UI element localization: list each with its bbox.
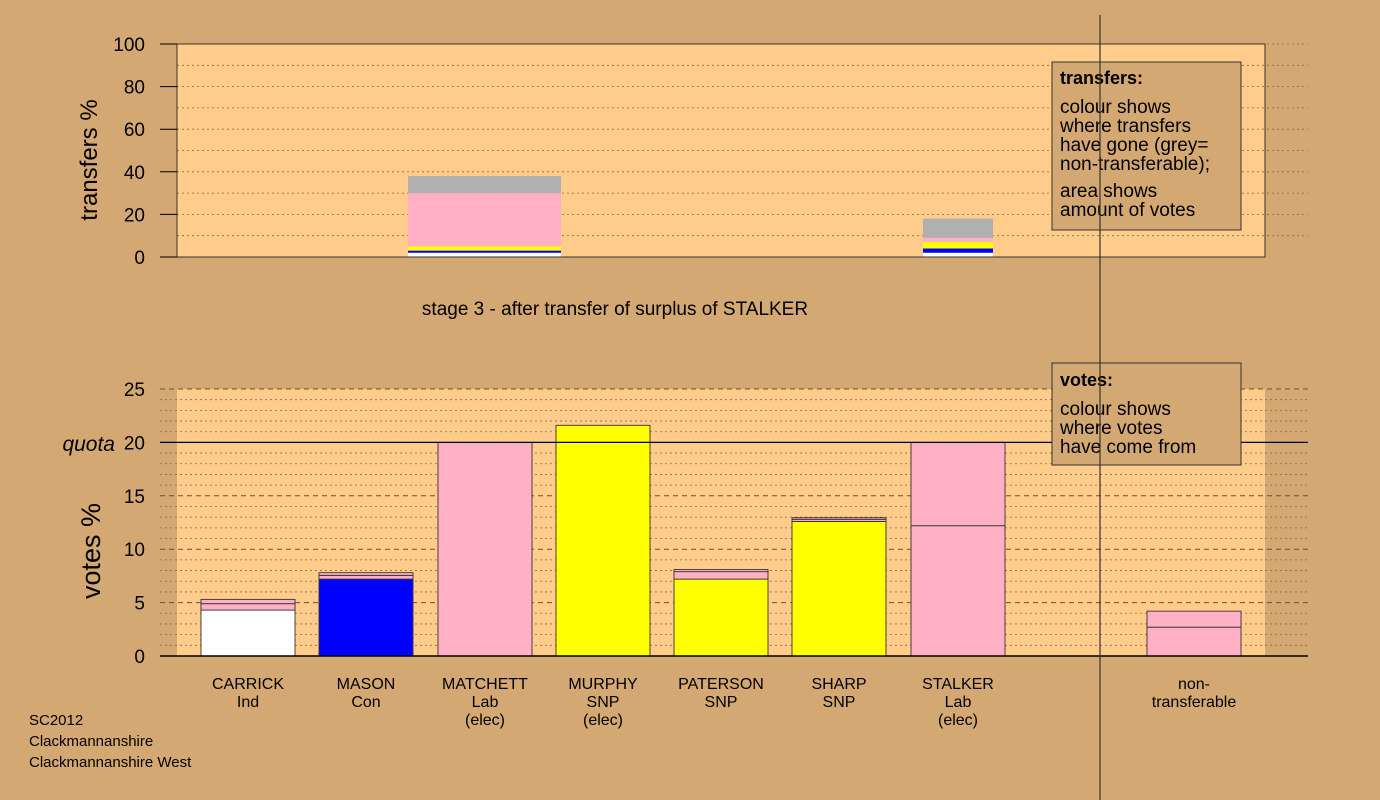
votes-bars — [200, 424, 1242, 657]
votes-legend-line: have come from — [1060, 437, 1196, 458]
transfers-legend: transfers: colour shows where transfers … — [1051, 61, 1242, 231]
transfer-bar-segment — [923, 218, 993, 238]
candidate-name: PATERSON — [678, 676, 764, 693]
votes-tick-label: 0 — [134, 647, 145, 668]
candidate-elected: (elec) — [938, 712, 978, 729]
votes-legend: votes: colour shows where votes have com… — [1051, 362, 1242, 466]
quota-label: quota — [62, 433, 115, 456]
votes-tick-label: 15 — [124, 487, 145, 508]
votes-legend-line: colour shows — [1060, 399, 1171, 420]
vote-bar-segment — [673, 578, 769, 657]
vote-bar-segment — [318, 574, 414, 580]
candidate-labels: CARRICK Ind MASON Con MATCHETT Lab (elec… — [212, 676, 1236, 729]
candidate-party: Lab — [472, 694, 499, 711]
votes-tick-label: 25 — [124, 380, 145, 401]
transfers-tick-label: 100 — [113, 35, 145, 56]
transfer-bar-segment — [408, 246, 561, 251]
transfer-bar-segment — [923, 242, 993, 249]
transfers-tick-label: 40 — [124, 163, 145, 184]
vote-bar-segment — [200, 598, 296, 605]
vote-bar-segment — [673, 569, 769, 573]
vote-bar-segment — [910, 441, 1006, 527]
candidate-name: MASON — [337, 676, 396, 693]
vote-bar-segment — [1146, 610, 1242, 628]
candidate-name: SHARP — [811, 676, 866, 693]
transfers-tick-label: 0 — [134, 248, 145, 269]
transfer-bar-segment — [923, 252, 993, 257]
candidate-name: CARRICK — [212, 676, 284, 693]
candidate-party: SNP — [705, 694, 738, 711]
transfer-bar-segment — [408, 250, 561, 253]
vote-bar-segment — [791, 520, 887, 657]
candidate-party: Con — [351, 694, 380, 711]
footer-ward: Clackmannanshire West — [29, 754, 192, 771]
footer-council: Clackmannanshire — [29, 733, 153, 750]
candidate-elected: (elec) — [465, 712, 505, 729]
vote-bar-segment — [437, 441, 533, 657]
vote-bar-segment — [200, 609, 296, 657]
votes-tick-label: 10 — [124, 540, 145, 561]
transfers-legend-line: have gone (grey= — [1060, 135, 1208, 156]
vote-bar-segment — [910, 525, 1006, 657]
transfers-legend-line: non-transferable); — [1060, 154, 1210, 175]
votes-y-ticks: 0 5 10 15 20 25 — [124, 380, 145, 668]
non-transferable-label: non- — [1178, 676, 1210, 693]
transfer-bar-segment — [408, 193, 561, 247]
candidate-party: SNP — [587, 694, 620, 711]
candidate-name: MURPHY — [568, 676, 638, 693]
vote-bar-segment — [200, 603, 296, 611]
votes-panel: 0 5 10 15 20 25 quota votes % votes: colour s… — [62, 362, 1308, 668]
vote-bar-segment — [318, 578, 414, 657]
transfer-bar-segment — [408, 176, 561, 194]
transfers-legend-title: transfers: — [1060, 68, 1143, 88]
stage-caption: stage 3 - after transfer of surplus of S… — [422, 299, 808, 320]
vote-bar-segment — [1146, 626, 1242, 657]
footer-election: SC2012 — [29, 712, 83, 729]
transfers-tick-label: 80 — [124, 78, 145, 99]
transfer-bar-segment — [923, 237, 993, 243]
votes-tick-label: 5 — [134, 594, 145, 615]
votes-tick-label: 20 — [124, 433, 145, 454]
transfers-bars — [408, 176, 993, 257]
vote-bar-segment — [673, 571, 769, 580]
non-transferable-label: transferable — [1152, 694, 1237, 711]
candidate-party: Lab — [945, 694, 972, 711]
transfers-legend-box — [1051, 61, 1242, 231]
votes-legend-title: votes: — [1060, 370, 1113, 390]
transfers-legend-line: amount of votes — [1060, 200, 1195, 221]
candidate-elected: (elec) — [583, 712, 623, 729]
transfers-tick-label: 20 — [124, 205, 145, 226]
transfers-panel: 0 20 40 60 80 100 transfers % transfers: colo… — [76, 35, 1308, 269]
candidate-party: SNP — [823, 694, 856, 711]
transfers-tick-label: 60 — [124, 120, 145, 141]
transfers-legend-line: area shows — [1060, 181, 1157, 202]
transfers-legend-line: where transfers — [1059, 116, 1191, 137]
transfers-legend-line: colour shows — [1060, 97, 1171, 118]
transfers-y-axis-label: transfers % — [76, 99, 103, 220]
transfers-plot-frame — [176, 43, 1266, 258]
candidate-name: STALKER — [922, 676, 994, 693]
votes-legend-box — [1051, 362, 1242, 466]
vote-bar-segment — [791, 517, 887, 520]
vote-bar-segment — [318, 572, 414, 576]
votes-y-axis-label: votes % — [76, 503, 106, 599]
candidate-name: MATCHETT — [442, 676, 528, 693]
transfer-bar-segment — [408, 252, 561, 257]
votes-legend-line: where votes — [1059, 418, 1162, 439]
candidate-party: Ind — [237, 694, 259, 711]
footer-info: SC2012 Clackmannanshire Clackmannanshire… — [29, 712, 192, 771]
transfer-bar-segment — [923, 248, 993, 253]
vote-bar-segment — [555, 424, 651, 657]
transfers-y-ticks: 0 20 40 60 80 100 — [113, 35, 177, 269]
